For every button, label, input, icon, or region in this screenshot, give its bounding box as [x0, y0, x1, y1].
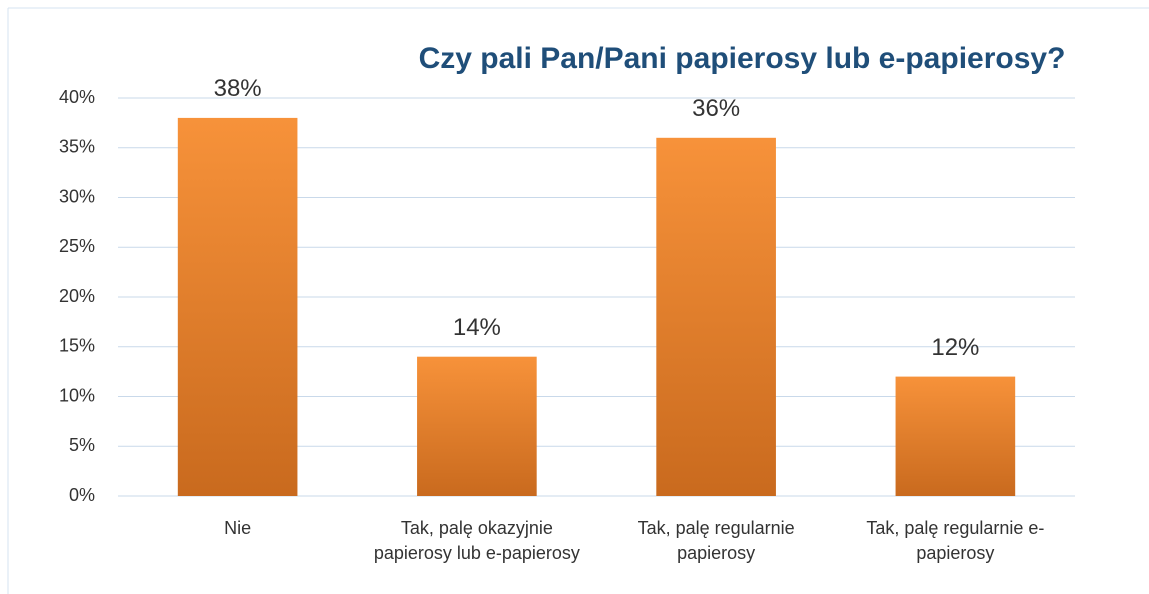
y-tick-label: 40% — [59, 87, 95, 107]
x-tick-label: Tak, palę regularnie papierosy — [637, 518, 795, 563]
chart-title: Czy pali Pan/Pani papierosy lub e-papier… — [419, 42, 1066, 75]
x-tick-label: Nie — [224, 518, 252, 538]
y-tick-label: 15% — [59, 336, 95, 356]
x-tick-label: Tak, palę okazyjnie papierosy lub e-papi… — [373, 518, 580, 563]
y-tick-label: 5% — [69, 435, 95, 455]
value-label: 12% — [931, 334, 979, 361]
bar — [177, 117, 298, 497]
y-tick-label: 35% — [59, 137, 95, 157]
value-label: 36% — [692, 95, 740, 122]
y-tick-label: 20% — [59, 286, 95, 306]
y-tick-label: 30% — [59, 186, 95, 206]
y-tick-label: 0% — [69, 485, 95, 505]
bar — [656, 137, 776, 497]
y-tick-label: 25% — [59, 236, 95, 256]
bar — [895, 376, 1016, 496]
y-tick-label: 10% — [59, 385, 95, 405]
value-label: 38% — [214, 75, 262, 102]
bar — [417, 356, 537, 496]
value-label: 14% — [453, 314, 501, 341]
x-tick-label: Tak, palę regularnie e-papierosy — [866, 518, 1045, 563]
